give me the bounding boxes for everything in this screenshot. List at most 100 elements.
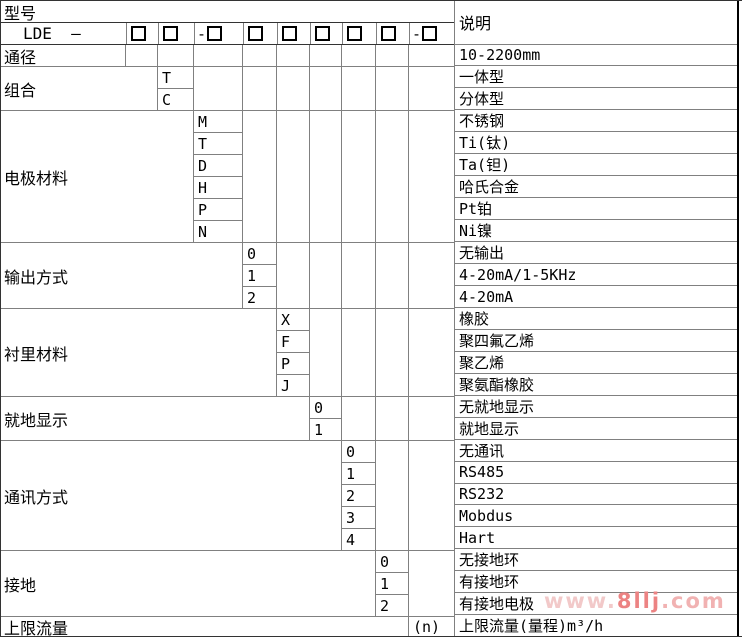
grid-cell xyxy=(158,45,194,66)
description-row: Ni镍 xyxy=(455,220,737,243)
grid-cell xyxy=(409,309,454,396)
option-cell: H xyxy=(194,177,242,199)
model-header-row: 型号 xyxy=(1,1,454,23)
grid-cell xyxy=(376,111,409,242)
option-cell: F xyxy=(277,331,309,353)
code-cell-9: - xyxy=(409,23,454,44)
grid-cell xyxy=(376,309,409,396)
grid-cell xyxy=(409,45,454,66)
option-cell: 2 xyxy=(247,288,257,307)
description-row: 无接地环 xyxy=(455,549,737,572)
option-column xyxy=(126,45,158,66)
group-row-communication-mode: 通讯方式 0 1 2 3 4 xyxy=(1,441,454,551)
grid-cell xyxy=(342,45,376,66)
option-cell: 1 xyxy=(376,573,408,595)
code-box-icon xyxy=(422,26,438,41)
option-cell: 2 xyxy=(380,596,390,615)
option-cell: M xyxy=(194,111,242,133)
grid-cell xyxy=(342,243,376,308)
grid-cell xyxy=(376,45,409,66)
option-column: 0 1 2 xyxy=(376,551,409,616)
option-column: M T D H P N xyxy=(194,111,243,242)
description-row: Hart xyxy=(455,527,737,550)
code-box-icon xyxy=(248,26,263,41)
option-column: 0 1 2 xyxy=(243,243,277,308)
grid-cell xyxy=(342,111,376,242)
code-box-icon xyxy=(131,26,146,41)
description-row: 有接地环 xyxy=(455,571,737,594)
grid-cell xyxy=(342,309,376,396)
option-cell: P xyxy=(277,353,309,375)
code-box-icon xyxy=(207,26,223,41)
code-box-icon xyxy=(282,26,297,41)
option-column: 0 1 xyxy=(310,397,342,440)
grid-cell xyxy=(409,67,454,110)
group-label-grounding: 接地 xyxy=(1,551,376,616)
option-column: (n) xyxy=(409,617,454,636)
description-row: 上限流量(量程)m³/h xyxy=(459,617,604,636)
code-box-icon xyxy=(163,26,178,41)
option-column: 0 1 2 3 4 xyxy=(342,441,376,550)
code-box-icon xyxy=(347,26,362,41)
grid-cell xyxy=(376,397,409,440)
group-label-local-display: 就地显示 xyxy=(1,397,310,440)
option-column: T C xyxy=(158,67,194,110)
group-label-communication-mode: 通讯方式 xyxy=(1,441,342,550)
option-cell: T xyxy=(194,133,242,155)
description-row: 橡胶 xyxy=(455,308,737,330)
code-cell-3: - xyxy=(194,23,243,44)
description-row: 4-20mA xyxy=(455,286,737,308)
option-cell: 1 xyxy=(314,420,324,439)
description-row: 分体型 xyxy=(455,88,737,111)
grid-cell xyxy=(342,397,376,440)
grid-cell xyxy=(310,243,342,308)
group-row-electrode-material: 电极材料 M T D H P N xyxy=(1,111,454,243)
option-cell: 1 xyxy=(243,265,276,287)
group-row-assembly: 组合 T C xyxy=(1,67,454,111)
grid-cell xyxy=(194,67,243,110)
option-cell: 1 xyxy=(342,463,375,485)
option-cell: 0 xyxy=(310,397,341,419)
code-cell-6 xyxy=(310,23,342,44)
group-row-grounding: 接地 0 1 2 xyxy=(1,551,454,617)
option-cell: 2 xyxy=(342,485,375,507)
option-cell: D xyxy=(194,155,242,177)
code-box-icon xyxy=(381,26,396,41)
option-cell: (n) xyxy=(413,617,441,636)
code-cell-5 xyxy=(277,23,310,44)
description-row: 聚乙烯 xyxy=(455,352,737,374)
grid-cell xyxy=(310,45,342,66)
code-cell-2 xyxy=(158,23,194,44)
grid-cell xyxy=(194,45,243,66)
grid-cell xyxy=(409,111,454,242)
code-cell-4 xyxy=(243,23,277,44)
description-row: Mobdus xyxy=(455,505,737,528)
grid-cell xyxy=(243,45,277,66)
grid-cell xyxy=(277,67,310,110)
grid-cell xyxy=(243,67,277,110)
description-row: 聚四氟乙烯 xyxy=(455,330,737,352)
option-cell: T xyxy=(158,67,193,89)
grid-cell xyxy=(310,309,342,396)
description-row: 无输出 xyxy=(455,242,737,265)
description-row: Ta(钽) xyxy=(455,154,737,177)
description-header: 说明 xyxy=(455,1,737,45)
description-row: Ti(钛) xyxy=(455,132,737,155)
option-cell: 4 xyxy=(346,530,356,549)
grid-cell xyxy=(310,111,342,242)
grid-cell xyxy=(409,551,454,616)
group-label-electrode-material: 电极材料 xyxy=(1,111,194,242)
group-row-local-display: 就地显示 0 1 xyxy=(1,397,454,441)
option-column: X F P J xyxy=(277,309,310,396)
option-cell: J xyxy=(281,376,291,395)
grid-cell xyxy=(409,397,454,440)
description-row: 有接地电极 xyxy=(455,593,737,616)
description-panel: 说明 10-2200mm 一体型 分体型 不锈钢 Ti(钛) Ta(钽) 哈氏合… xyxy=(454,1,739,636)
description-row: 无通讯 xyxy=(455,440,737,462)
group-label-lining-material: 衬里材料 xyxy=(1,309,277,396)
option-cell: 3 xyxy=(342,507,375,529)
grid-cell xyxy=(243,111,277,242)
grid-cell xyxy=(277,243,310,308)
option-cell: C xyxy=(162,90,172,109)
grid-cell xyxy=(277,111,310,242)
